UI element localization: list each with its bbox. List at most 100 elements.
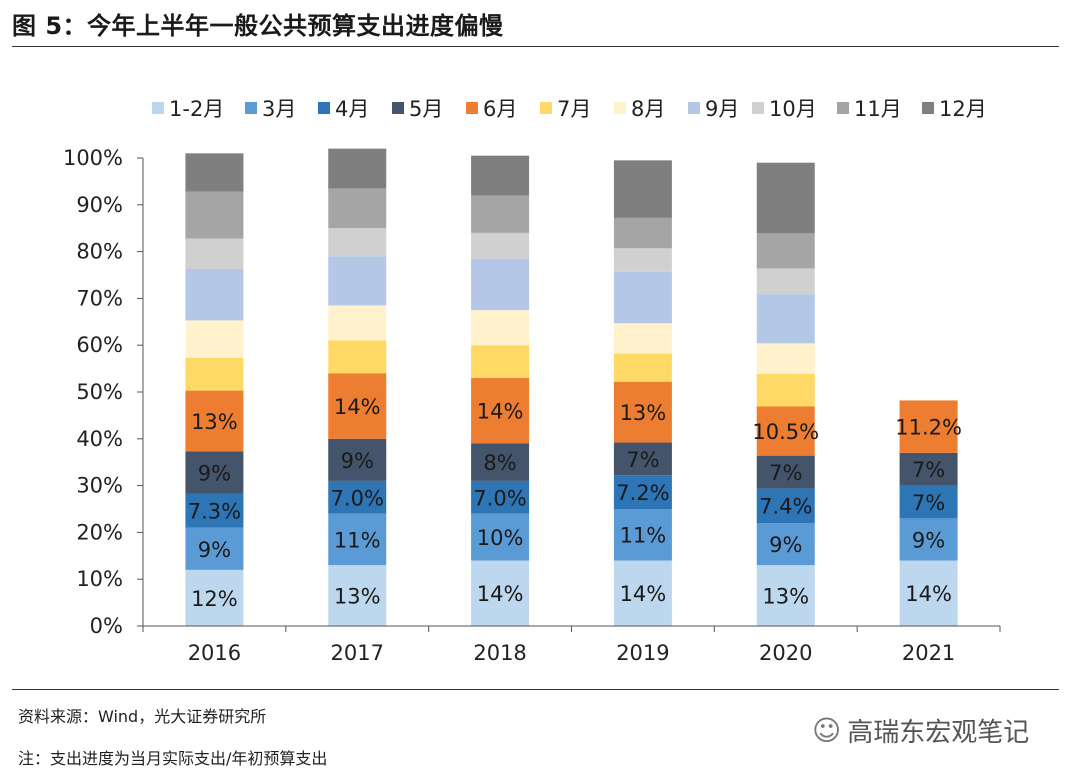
bar-segment — [328, 480, 387, 514]
data-label: 8% — [483, 451, 516, 475]
bar-segment — [613, 381, 672, 443]
data-label: 7.0% — [331, 486, 384, 510]
watermark-text: 高瑞东宏观笔记 — [847, 718, 1030, 748]
y-tick-label: 80% — [76, 240, 123, 264]
legend-label: 6月 — [483, 97, 517, 121]
bar-segment — [756, 233, 815, 269]
bar-segment — [185, 191, 244, 239]
bar-segment — [185, 493, 244, 528]
data-label: 14% — [477, 400, 524, 424]
legend-swatch — [614, 102, 626, 114]
bar-segment — [899, 452, 958, 486]
y-tick-label: 0% — [90, 614, 123, 638]
bar-segment — [756, 343, 815, 374]
data-label: 13% — [191, 410, 238, 434]
data-label: 11% — [620, 524, 667, 548]
data-label: 7.3% — [188, 500, 241, 524]
bar-segment — [328, 228, 387, 257]
legend-swatch — [540, 102, 552, 114]
x-tick-label: 2016 — [188, 641, 241, 665]
bar-segment — [613, 509, 672, 561]
footnote: 注：支出进度为当月实际支出/年初预算支出 — [18, 749, 328, 768]
data-label: 14% — [477, 582, 524, 606]
data-label: 10.5% — [752, 420, 819, 444]
x-tick-label: 2020 — [759, 641, 812, 665]
bar-segment — [185, 238, 244, 269]
bar-segment — [471, 377, 530, 444]
data-label: 9% — [198, 538, 231, 562]
bar-segment — [756, 162, 815, 234]
legend-label: 3月 — [262, 97, 296, 121]
legend-swatch — [152, 102, 164, 114]
bar-segment — [756, 455, 815, 489]
data-label: 9% — [198, 461, 231, 485]
legend-label: 4月 — [335, 97, 369, 121]
bar-segment — [328, 513, 387, 566]
data-label: 7% — [912, 491, 945, 515]
data-labels: 12% 9% 7.3% 9% 13% 13% 11% 7.0% 9% 14% 14% 10% 7.0% 8… — [188, 395, 962, 611]
legend-swatch — [688, 102, 700, 114]
bar-segment — [185, 268, 244, 321]
bar-segment — [471, 155, 530, 196]
legend-swatch — [752, 102, 764, 114]
bar-segment — [471, 345, 530, 378]
x-tick-label: 2018 — [473, 641, 526, 665]
bar-segment — [756, 373, 815, 407]
bar-segment — [613, 217, 672, 249]
source-note: 资料来源：Wind，光大证券研究所 — [18, 707, 267, 726]
bar-segment — [613, 248, 672, 272]
bar-segment — [756, 488, 815, 524]
bar-segment — [185, 569, 244, 626]
bar-segment — [185, 390, 244, 452]
bar-segment — [613, 353, 672, 382]
data-label: 12% — [191, 587, 238, 611]
y-tick-label: 20% — [76, 520, 123, 544]
legend-swatch — [318, 102, 330, 114]
y-tick-label: 10% — [76, 567, 123, 591]
legend-label: 12月 — [939, 97, 987, 121]
data-label: 7% — [769, 461, 802, 485]
data-label: 9% — [912, 528, 945, 552]
bar-segment — [613, 323, 672, 354]
data-label: 14% — [620, 582, 667, 606]
legend-label: 7月 — [557, 97, 591, 121]
legend-label: 10月 — [769, 97, 817, 121]
chart-legend: 1-2月 3月 4月 5月 6月 7月 8月 9月 10月 11月 12月 — [152, 97, 987, 121]
data-label: 7% — [626, 448, 659, 472]
bar-segment — [471, 195, 530, 233]
x-tick-label: 2017 — [331, 641, 384, 665]
bar-segment — [613, 442, 672, 476]
data-label: 13% — [762, 585, 809, 609]
stacked-bar-chart: 1-2月 3月 4月 5月 6月 7月 8月 9月 10月 11月 12月 0% 10% 20% 30% 4… — [63, 97, 1001, 665]
bar-segment — [471, 232, 530, 259]
wechat-icon: ☺ — [812, 714, 842, 747]
legend-swatch — [922, 102, 934, 114]
bar-segment — [756, 523, 815, 566]
bar-segment — [185, 451, 244, 494]
data-label: 9% — [769, 533, 802, 557]
bar-segment — [328, 373, 387, 439]
x-tick-label: 2021 — [902, 641, 955, 665]
bar-segment — [756, 268, 815, 295]
bar-segment — [899, 518, 958, 561]
bar-segment — [613, 271, 672, 324]
legend-label: 9月 — [705, 97, 739, 121]
bar-segment — [471, 310, 530, 346]
y-tick-label: 50% — [76, 380, 123, 404]
bar-segment — [185, 527, 244, 570]
legend-swatch — [837, 102, 849, 114]
bar-segment — [328, 438, 387, 481]
data-label: 11.2% — [895, 416, 962, 440]
legend-label: 5月 — [409, 97, 443, 121]
data-label: 10% — [477, 526, 524, 550]
page-title: 图 5：今年上半年一般公共预算支出进度偏慢 — [12, 12, 504, 40]
bar-segment — [471, 443, 530, 481]
bar-segment — [328, 148, 387, 189]
data-label: 7.2% — [616, 481, 669, 505]
data-label: 13% — [620, 401, 667, 425]
data-label: 7.0% — [473, 486, 526, 510]
y-tick-label: 30% — [76, 474, 123, 498]
bar-segment — [899, 560, 958, 626]
legend-swatch — [466, 102, 478, 114]
bar-segment — [899, 485, 958, 519]
